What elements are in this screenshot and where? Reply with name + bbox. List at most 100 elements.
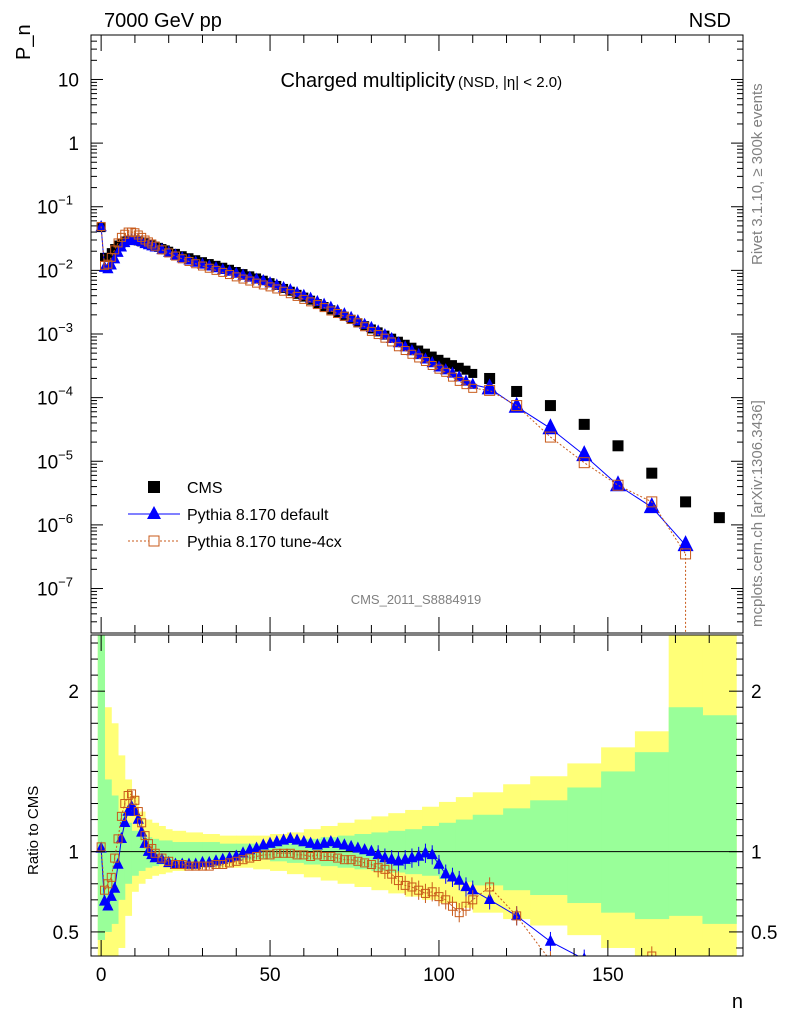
tune-point [326,306,336,316]
tune-point [258,280,268,290]
cms-point [441,357,451,367]
ratio-default-point [136,825,148,837]
ratio-tune-point [647,951,657,956]
ratio-default-point [332,836,344,848]
tune-point [225,270,235,280]
ratio-default-point [112,857,124,869]
tune-point [484,384,496,396]
ratio-tune-point [373,863,383,873]
tune-point [137,232,147,242]
default-point [508,396,525,413]
legend-label: Pythia 8.170 default [187,507,329,524]
ratio-tune-point [461,901,471,911]
ratio-tune-point [580,968,588,976]
ratio-default-point [379,851,391,863]
default-point [95,220,107,232]
stat-unc-band [472,814,504,886]
tune-point [319,303,329,313]
default-point [481,378,498,395]
ratio-tune-point [225,858,235,868]
cms-point [468,368,478,378]
cms-point [461,365,471,375]
series-0 [96,223,725,524]
ratio-tune-point [434,892,444,902]
ratio-tune-point [143,839,153,849]
tune-point [191,259,201,269]
ratio-y-tick-label-right: 1 [751,843,762,864]
tune-point [231,272,241,282]
stat-unc-band [601,771,636,913]
ratio-tune-point [407,882,417,892]
tune-point [218,267,228,277]
ratio-default-point [413,849,425,861]
series-2 [96,221,692,633]
cms-point [680,496,692,508]
ratio-tune-point [326,851,336,861]
ratio-tune-point [272,848,282,858]
tune-point [646,496,658,508]
tune-point [333,308,343,318]
tune-point [312,300,322,310]
cms-point [544,400,556,412]
cms-point [511,385,523,397]
ratio-tune-point [245,853,255,863]
ratio-tune-point [454,908,464,918]
ratio-default-point [544,934,557,946]
tune-point [360,322,370,332]
ratio-default-point [109,881,121,893]
stat-unc-band [455,819,474,883]
tune-point [197,261,207,271]
ratio-tune-point [447,901,457,911]
stat-unc-band [97,635,106,940]
tune-point [339,311,349,321]
ratio-tune-point [339,855,349,865]
tune-point [177,254,187,264]
top-y-axis-ticks [91,34,743,634]
ratio-tune-point [441,895,451,905]
ratio-tune-point [116,811,126,821]
x-tick-label: 150 [592,965,624,986]
ratio-y-tick-label-left: 0.5 [53,923,79,944]
stat-unc-band [118,811,126,900]
tune-point [133,230,143,240]
chart-subtitle: (NSD, |η| < 2.0) [458,74,562,91]
analysis-watermark: CMS_2011_S8884919 [351,592,482,607]
ratio-tune-point [420,888,430,898]
stat-unc-band [530,800,568,896]
tune-point [544,431,556,443]
ratio-default-point [453,873,465,885]
ratio-default-point [467,883,479,895]
tune-point [468,383,478,393]
cms-point [454,362,464,372]
top-y-label: P_n [13,24,35,60]
stat-unc-band [124,822,133,884]
tune-point [130,228,140,238]
ratio-tune-point [306,851,316,861]
tune-point [680,548,692,560]
ratio-tune-point [170,860,180,870]
ratio-tune-point [150,848,160,858]
top-y-tick-label: 1 [68,134,79,155]
ratio-default-point [338,838,350,850]
stat-unc-band [104,779,112,932]
x-tick-label: 100 [423,965,455,986]
ratio-default-point [372,847,384,860]
mcplots-label: mcplots.cern.ch [arXiv:1306.3436] [749,400,766,627]
ratio-tune-point [137,818,147,828]
ratio-tune-point [414,885,424,895]
ratio-default-point [298,835,310,847]
rivet-side-text: Rivet 3.1.10, ≥ 300k events [749,83,766,265]
cms-point [578,418,590,430]
x-tick-label: 0 [96,965,107,986]
ratio-tune-point [100,885,110,895]
ratio-y-tick-label-right: 2 [751,682,762,703]
stat-unc-band [158,840,166,865]
tune-point [272,284,282,294]
ratio-y-tick-label-left: 2 [68,682,79,703]
tune-line [100,226,686,555]
ratio-tune-point [312,850,322,860]
ratio-tune-point [333,853,343,863]
ratio-tune-point [258,850,268,860]
ratio-default-point [102,899,114,911]
